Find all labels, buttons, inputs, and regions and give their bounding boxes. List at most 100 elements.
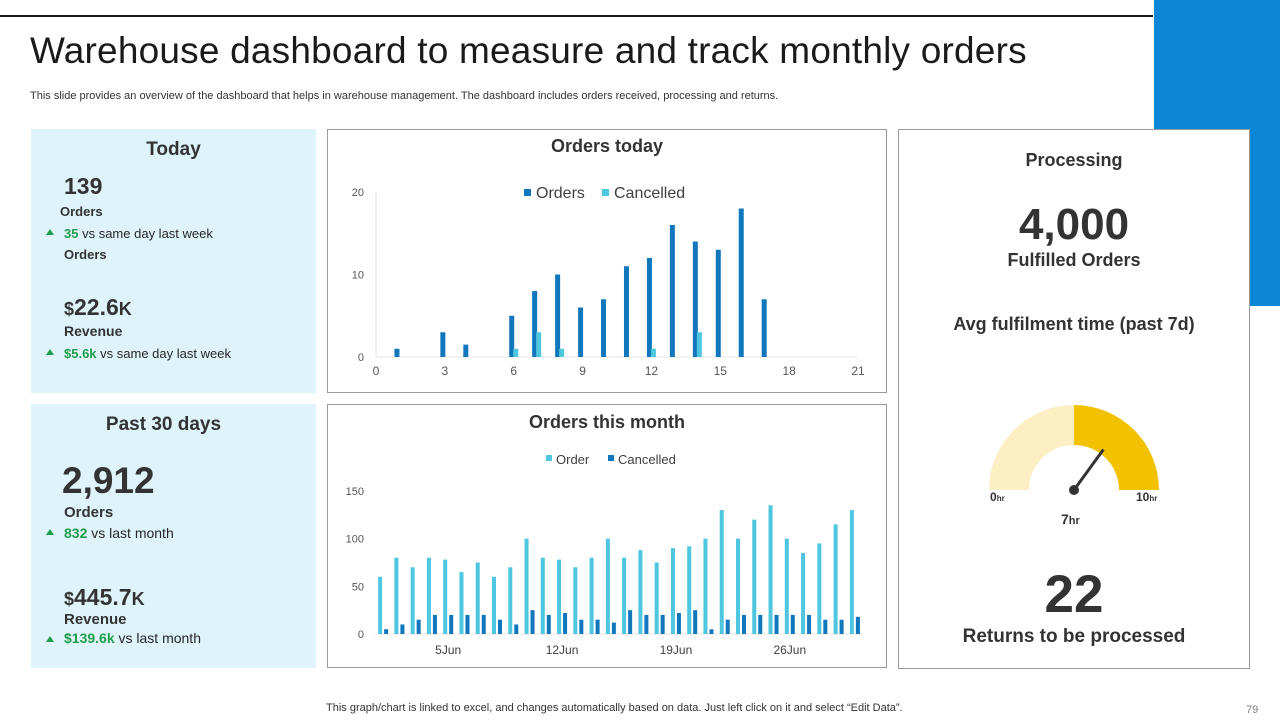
bar-order [654, 562, 659, 634]
gauge-fill [1074, 405, 1159, 490]
past30-revenue-delta-row: $139.6k vs last month [64, 630, 201, 646]
bar-order [719, 510, 724, 634]
bar-cancelled [498, 619, 502, 634]
bar-cancelled [693, 610, 698, 634]
bar-cancelled [514, 624, 519, 634]
bar-cancelled [559, 348, 565, 357]
bar-cancelled [513, 348, 519, 357]
bar-orders [738, 208, 744, 357]
x-tick-label: 12Jun [546, 643, 579, 657]
bar-orders [761, 299, 767, 357]
bar-orders [646, 258, 652, 357]
today-orders-delta-label: Orders [64, 247, 107, 262]
bar-order [736, 538, 740, 634]
past30-orders-delta-text: vs last month [91, 525, 174, 541]
bar-cancelled [579, 619, 584, 634]
bar-cancelled [416, 619, 421, 634]
today-revenue-label: Revenue [64, 323, 123, 339]
bar-cancelled [595, 619, 600, 634]
bar-orders [601, 299, 607, 357]
legend-label: Order [556, 452, 590, 467]
avg-fulfilment-title: Avg fulfilment time (past 7d) [953, 314, 1195, 334]
past30-revenue-delta-text: vs last month [118, 630, 201, 646]
past30-revenue-value: $445.7K [64, 584, 145, 611]
x-tick-label: 21 [851, 364, 865, 378]
orders-today-panel: Orders today 0 10 20 0 3 6 9 12 15 18 21 Orders Canc… [327, 129, 887, 393]
page-title: Warehouse dashboard to measure and track… [30, 30, 1027, 71]
y-tick-label: 50 [352, 581, 364, 593]
bar-order [703, 538, 708, 634]
x-tick-label: 15 [714, 364, 728, 378]
fulfilment-gauge [989, 405, 1159, 495]
y-tick-label: 0 [358, 629, 364, 641]
y-tick-label: 0 [358, 352, 364, 364]
bar-order [622, 557, 627, 634]
past30-revenue-delta: $139.6k [64, 630, 115, 646]
today-revenue-delta: $5.6k [64, 346, 97, 361]
past30-orders-up-icon [46, 529, 54, 535]
bar-orders [440, 332, 446, 357]
bar-cancelled [611, 622, 616, 634]
x-tick-label: 0 [373, 364, 380, 378]
bar-orders [555, 274, 561, 357]
bar-order [589, 557, 594, 634]
today-orders-label: Orders [60, 204, 103, 219]
bar-order [475, 562, 480, 634]
processing-heading: Processing [1025, 150, 1123, 170]
gauge-max-unit: hr [1149, 494, 1158, 503]
bar-cancelled [790, 614, 795, 634]
bar-cancelled [696, 332, 702, 357]
bar-orders [578, 307, 584, 357]
bar-orders [394, 348, 400, 357]
gauge-max-value: 10 [1136, 490, 1150, 504]
orders-today-chart: 0 10 20 0 3 6 9 12 15 18 21 Orders Cancelled [352, 185, 865, 378]
bar-orders [669, 225, 675, 357]
page-subtitle: This slide provides an overview of the d… [30, 90, 779, 102]
gauge-min-unit: hr [996, 494, 1005, 503]
bar-order [801, 552, 806, 634]
x-tick-label: 5Jun [435, 643, 461, 657]
bar-order [784, 538, 789, 634]
today-revenue-suffix: K [118, 299, 132, 319]
y-tick-label: 20 [352, 187, 364, 199]
bar-cancelled [839, 619, 844, 634]
today-revenue-currency: $ [64, 299, 75, 319]
legend-label: Cancelled [614, 185, 685, 202]
gauge-current-value: 7 [1061, 511, 1069, 527]
past30-revenue-label: Revenue [64, 611, 127, 628]
bar-order [410, 567, 415, 634]
bar-order [605, 538, 610, 634]
gauge-pivot [1069, 485, 1079, 495]
bar-cancelled [400, 624, 405, 634]
bar-cancelled [823, 619, 828, 634]
bar-order [557, 559, 562, 634]
bar-cancelled [725, 619, 730, 634]
bar-cancelled [758, 614, 763, 634]
legend-swatch [546, 455, 552, 461]
past30-orders-delta-row: 832 vs last month [64, 525, 174, 541]
bar-order [524, 538, 529, 634]
header-rule [0, 15, 1153, 17]
fulfilled-value: 4,000 [1018, 200, 1130, 249]
bar-cancelled [644, 614, 649, 634]
footer-note: This graph/chart is linked to excel, and… [326, 702, 903, 714]
orders-month-title: Orders this month [528, 412, 685, 432]
past30-orders-value: 2,912 [62, 460, 155, 501]
gauge-min-label: 0hr [990, 490, 1005, 504]
past30-orders-delta: 832 [64, 525, 88, 541]
today-revenue-up-icon [46, 349, 54, 355]
bar-order [508, 567, 513, 634]
orders-month-panel: Orders this month 0 50 100 150 Order Cancelle… [327, 404, 887, 668]
bar-cancelled [432, 614, 437, 634]
legend-swatch [602, 189, 609, 196]
bar-cancelled [465, 614, 470, 634]
today-orders-delta-row: 35 vs same day last week [64, 226, 213, 241]
bar-orders [692, 241, 698, 357]
bar-cancelled [628, 610, 633, 634]
bar-cancelled [546, 614, 551, 634]
fulfilled-label: Fulfilled Orders [1007, 250, 1141, 270]
bar-order [443, 559, 448, 634]
y-tick-label: 10 [352, 270, 364, 282]
x-tick-label: 6 [510, 364, 517, 378]
y-tick-label: 150 [346, 486, 364, 498]
